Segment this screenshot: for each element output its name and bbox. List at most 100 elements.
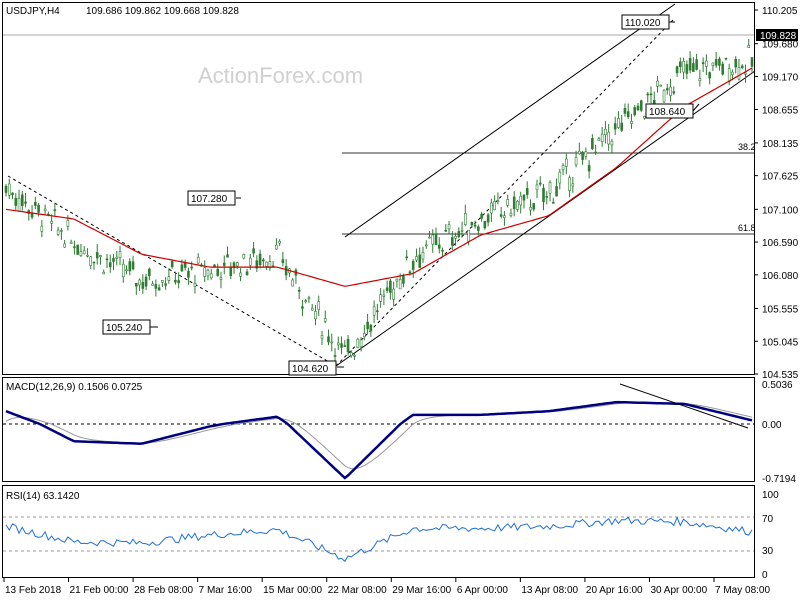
label-high-1-text: 107.280 (191, 194, 228, 205)
candle-body (649, 93, 653, 96)
candle-body (82, 250, 86, 255)
rsi-panel-frame (2, 485, 755, 578)
candle-body (167, 276, 171, 281)
candle-body (118, 251, 122, 259)
macd-tick-label: 0.5036 (762, 380, 793, 391)
candle-body (135, 282, 138, 287)
moving-average-line (5, 67, 753, 287)
candle-body (708, 72, 711, 79)
candle-body (24, 201, 27, 204)
price-tick-label: 105.045 (762, 337, 799, 348)
candle-body (548, 181, 552, 194)
rsi-header: RSI(14) 63.1420 (6, 491, 80, 502)
candle-body (584, 151, 588, 157)
rsi-tick-label: 70 (762, 514, 774, 525)
candle-body (99, 255, 102, 258)
candle-body (705, 60, 708, 67)
candle-body (418, 254, 422, 268)
candle-body (639, 100, 643, 111)
candle-body (281, 259, 285, 263)
time-tick-label: 6 Apr 00:00 (457, 585, 509, 596)
candle-body (623, 108, 627, 114)
candle-body (389, 280, 392, 293)
candle-body (561, 165, 565, 171)
candle-body (138, 279, 141, 286)
candle-body (675, 66, 679, 74)
candle-body (721, 63, 724, 75)
candles-group (4, 39, 754, 365)
candle-body (376, 310, 379, 313)
candle-body (333, 355, 337, 357)
label-low-1-text: 105.240 (106, 323, 143, 334)
candle-body (477, 226, 480, 231)
candle-body (600, 133, 604, 143)
time-tick-label: 13 Feb 2018 (5, 585, 62, 596)
candle-body (428, 236, 431, 239)
candle-body (574, 157, 578, 166)
candle-body (551, 202, 555, 204)
time-tick-label: 29 Mar 16:00 (392, 585, 451, 596)
candle-body (177, 280, 180, 284)
candle-body (545, 196, 549, 198)
candle-body (447, 224, 451, 230)
candle-body (372, 306, 376, 316)
candle-body (216, 268, 220, 276)
fib-382-label: 38.2 (738, 142, 756, 152)
candle-body (245, 271, 249, 276)
candle-body (317, 301, 321, 311)
candle-body (535, 184, 539, 191)
candle-body (170, 261, 174, 268)
watermark: ActionForex.com (198, 63, 363, 88)
candle-body (151, 283, 154, 286)
label-low-1: 105.240 (102, 319, 158, 335)
candle-body (633, 107, 637, 116)
candle-body (148, 268, 151, 277)
candle-body (568, 177, 571, 191)
candle-body (610, 140, 614, 146)
candle-body (353, 354, 356, 357)
channel-lower-line (335, 70, 756, 367)
candle-body (701, 62, 705, 65)
candle-body (470, 222, 474, 226)
price-axis: 110.205 109.680 109.170 108.655 108.135 107.6… (754, 6, 799, 381)
macd-header: MACD(12,26,9) 0.1506 0.0725 (6, 382, 143, 393)
label-low-2: 104.620 (288, 360, 344, 376)
candle-body (480, 213, 483, 219)
candle-body (340, 343, 343, 348)
current-price-box (756, 29, 798, 41)
candle-body (20, 194, 24, 206)
candle-body (125, 269, 128, 272)
candle-body (516, 200, 519, 210)
candle-body (434, 234, 438, 246)
candle-body (656, 80, 659, 87)
rsi-tick-label: 30 (762, 546, 774, 557)
main-symbol: USDJPY,H4 (6, 6, 60, 17)
candle-body (219, 277, 223, 280)
time-tick-label: 22 Mar 08:00 (328, 585, 387, 596)
candle-body (604, 128, 607, 135)
candle-body (102, 271, 106, 275)
candle-body (402, 276, 405, 284)
candle-body (437, 244, 441, 249)
macd-trendline (619, 383, 749, 429)
candle-body (532, 203, 536, 210)
macd-axis: 0.5036 0.00 -0.7194 (762, 380, 796, 485)
candle-body (744, 72, 747, 75)
candle-body (157, 287, 161, 291)
candle-body (239, 272, 242, 277)
candle-body (323, 318, 327, 322)
candle-body (379, 294, 382, 302)
price-tick-label: 106.080 (762, 271, 799, 282)
candle-body (490, 202, 493, 214)
candle-body (258, 253, 262, 266)
candle-body (607, 131, 610, 145)
candle-body (740, 65, 744, 69)
macd-tick-label: -0.7194 (762, 474, 796, 485)
candle-body (56, 229, 60, 235)
candle-body (262, 259, 265, 262)
macd-main-line (5, 400, 753, 480)
candle-body (411, 260, 415, 270)
candle-body (626, 111, 630, 118)
candle-body (441, 249, 444, 252)
candle-body (450, 237, 454, 246)
